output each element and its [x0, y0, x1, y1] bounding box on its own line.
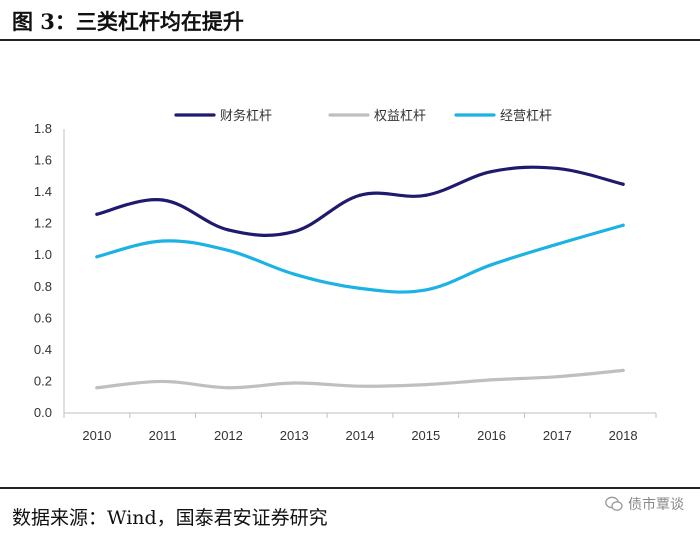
legend-label-2: 权益杠杆 — [374, 108, 426, 123]
data-point — [555, 242, 559, 246]
data-point — [424, 288, 428, 292]
data-point — [358, 286, 362, 290]
data-point — [161, 198, 165, 202]
data-point — [489, 170, 494, 174]
y-tick-label: 1.0 — [34, 247, 52, 262]
x-tick-label: 2013 — [280, 428, 309, 443]
data-point — [358, 384, 362, 388]
y-tick-label: 0.6 — [34, 310, 52, 325]
data-point — [95, 212, 99, 216]
data-point — [621, 368, 625, 372]
data-point — [555, 166, 559, 171]
data-point — [358, 193, 362, 197]
data-point — [292, 381, 296, 385]
line-chart: 0.0 0.2 0.4 0.6 0.8 1.0 1.2 1.4 1.6 1.8 2010 2011 20… — [34, 108, 657, 443]
data-point — [292, 272, 296, 276]
data-point — [424, 193, 428, 197]
watermark-text: 债市覃谈 — [628, 497, 684, 513]
series-line-3 — [95, 223, 625, 294]
watermark: 债市覃谈 — [605, 494, 684, 514]
data-point — [226, 248, 231, 253]
data-point — [489, 263, 494, 267]
x-tick-label: 2018 — [609, 428, 638, 443]
x-tick-label: 2010 — [82, 428, 111, 443]
data-point — [226, 228, 231, 232]
y-tick-label: 1.8 — [34, 121, 52, 136]
data-point — [555, 375, 559, 379]
data-point — [621, 223, 625, 227]
y-tick-label: 0.0 — [34, 405, 52, 420]
data-point — [161, 379, 165, 384]
data-point — [292, 229, 296, 234]
y-tick-label: 1.6 — [34, 153, 52, 168]
x-tick-label: 2017 — [543, 428, 572, 443]
data-point — [489, 378, 494, 382]
data-point — [95, 255, 99, 259]
x-tick-label: 2012 — [214, 428, 243, 443]
y-tick-label: 0.2 — [34, 373, 52, 388]
y-tick-label: 1.4 — [34, 184, 52, 199]
y-tick-label: 0.4 — [34, 342, 52, 357]
x-tick-label: 2016 — [477, 428, 506, 443]
source-note: 数据来源：Wind，国泰君安证券研究 — [12, 507, 328, 529]
legend-label-1: 财务杠杆 — [220, 108, 272, 123]
figure-title: 图 3：三类杠杆均在提升 — [12, 9, 244, 34]
chart-container: 0.0 0.2 0.4 0.6 0.8 1.0 1.2 1.4 1.6 1.8 2010 2011 20… — [0, 40, 700, 480]
legend-label-3: 经营杠杆 — [500, 108, 552, 123]
x-tick-label: 2014 — [346, 428, 375, 443]
source-divider — [0, 487, 700, 489]
series-line-1 — [95, 165, 625, 237]
y-tick-label: 1.2 — [34, 216, 52, 231]
title-divider — [0, 39, 700, 41]
data-point — [226, 386, 231, 390]
y-tick-label: 0.8 — [34, 279, 52, 294]
wechat-icon — [605, 496, 623, 511]
x-tick-label: 2015 — [411, 428, 440, 443]
data-point — [621, 182, 625, 186]
x-tick-label: 2011 — [149, 428, 177, 443]
data-point — [95, 386, 99, 390]
data-point — [424, 383, 428, 387]
data-point — [161, 239, 165, 243]
